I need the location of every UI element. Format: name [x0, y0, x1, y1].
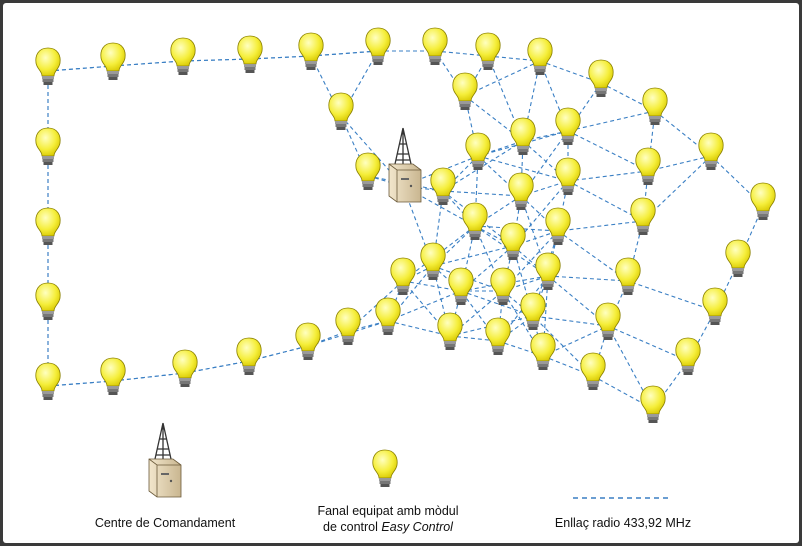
radio-link [558, 221, 643, 231]
lamp [449, 268, 473, 305]
legend-text: de control [323, 520, 378, 534]
lamp [101, 358, 125, 395]
radio-link [568, 131, 648, 171]
lamp [431, 168, 455, 205]
lamp [438, 313, 462, 350]
lamp [556, 158, 580, 195]
radio-link [608, 326, 688, 361]
lamp [299, 33, 323, 70]
lamps [36, 28, 775, 423]
radio-link [568, 111, 655, 131]
lamp [676, 338, 700, 375]
lamp [296, 323, 320, 360]
lamp [171, 38, 195, 75]
lamp [237, 338, 261, 375]
lamp [491, 268, 515, 305]
lamp [173, 350, 197, 387]
lamp [463, 203, 487, 240]
legend-emphasis: Easy Control [381, 520, 453, 534]
command-centre-icon [149, 423, 181, 497]
lamp [36, 208, 60, 245]
legend-line: de control Easy Control [293, 519, 483, 535]
page: Centre de Comandament Fanal equipat amb … [0, 0, 802, 546]
lamp [556, 108, 580, 145]
lamp [336, 308, 360, 345]
lamp [101, 43, 125, 80]
radio-link [183, 59, 250, 61]
lamp [376, 298, 400, 335]
lamp [356, 153, 380, 190]
lamp [536, 253, 560, 290]
lamp [726, 240, 750, 277]
lamp [391, 258, 415, 295]
lamp [636, 148, 660, 185]
lamp [476, 33, 500, 70]
lamp [501, 223, 525, 260]
command-centre [389, 128, 421, 202]
lamp [631, 198, 655, 235]
lamp [531, 333, 555, 370]
lamp [528, 38, 552, 75]
lamp [546, 208, 570, 245]
lamp [36, 283, 60, 320]
lamp [238, 36, 262, 73]
lamp [589, 60, 613, 97]
lamp [36, 48, 60, 85]
lamp [36, 363, 60, 400]
lamp [421, 243, 445, 280]
radio-link [443, 191, 521, 196]
legend-icons [149, 423, 668, 498]
lamp [511, 118, 535, 155]
lamp [466, 133, 490, 170]
lamp [641, 386, 665, 423]
lamp [751, 183, 775, 220]
diagram: Centre de Comandament Fanal equipat amb … [3, 3, 799, 543]
lamp [596, 303, 620, 340]
lamp [581, 353, 605, 390]
lamp-icon [373, 450, 397, 487]
lamp [36, 128, 60, 165]
lamp [616, 258, 640, 295]
radio-link [548, 276, 628, 281]
lamp [366, 28, 390, 65]
radio-link [628, 281, 715, 311]
network [3, 3, 799, 543]
legend-label: Centre de Comandament [75, 515, 255, 531]
lamp [486, 318, 510, 355]
legend-label: Fanal equipat amb mòdul de control Easy … [293, 503, 483, 535]
lamp [703, 288, 727, 325]
legend-line: Fanal equipat amb mòdul [293, 503, 483, 519]
legend-label: Enllaç radio 433,92 MHz [533, 515, 713, 531]
lamp [453, 73, 477, 110]
lamp [643, 88, 667, 125]
lamp [509, 173, 533, 210]
lamp [699, 133, 723, 170]
lamp [329, 93, 353, 130]
lamp [423, 28, 447, 65]
